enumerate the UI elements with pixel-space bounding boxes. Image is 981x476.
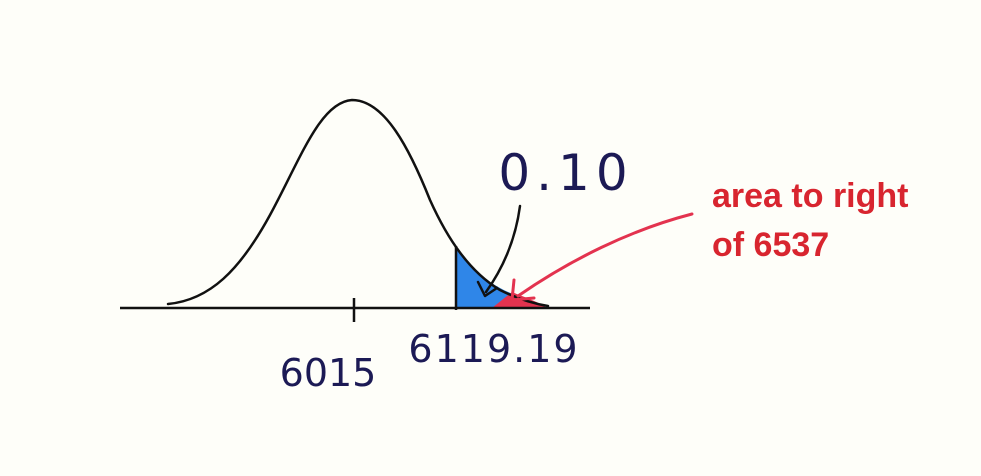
annotation-line-1: area to right (712, 177, 908, 215)
area-pointer-line (484, 204, 522, 294)
area-value-label: 0.10 (498, 144, 633, 202)
annotation-line-2: of 6537 (712, 226, 829, 264)
shaded-tail-area (456, 248, 546, 308)
area-pointer-arrowhead (476, 280, 499, 298)
mean-label: 6015 (280, 351, 377, 395)
annotation-arrow-head (510, 278, 536, 302)
normal-curve (166, 98, 550, 308)
cutoff-label: 6119.19 (408, 327, 579, 371)
annotation-arrow-line (516, 212, 694, 298)
